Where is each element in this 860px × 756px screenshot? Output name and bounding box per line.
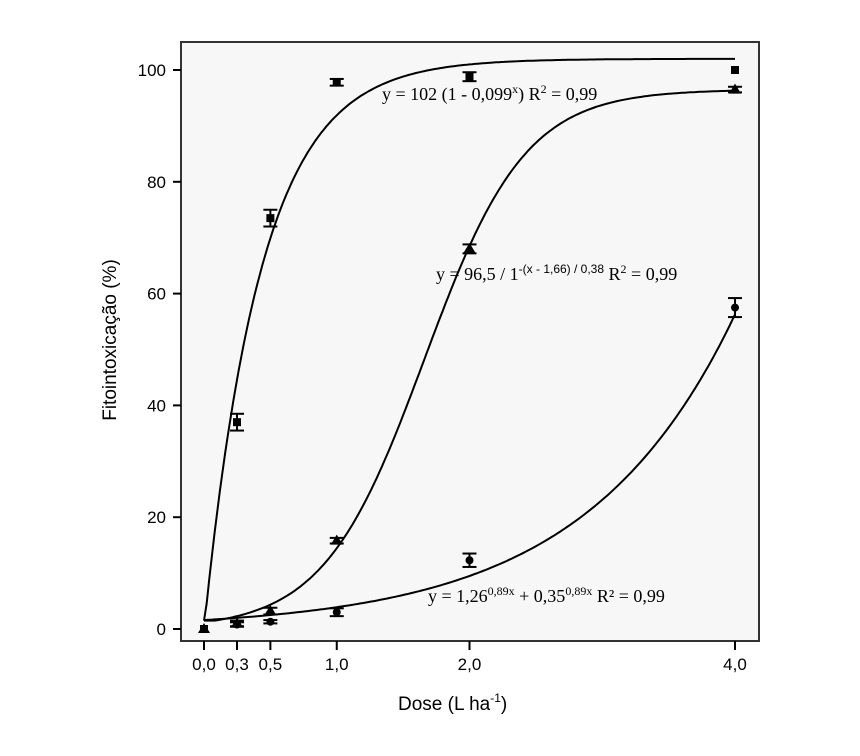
x-axis-label: Dose (L ha-1): [398, 691, 507, 715]
y-tick-label: 60: [147, 285, 166, 304]
x-tick-label: 2,0: [458, 655, 482, 674]
equation-3: y = 1,260,89x + 0,350,89x R² = 0,99: [428, 584, 665, 606]
data-point-square: [465, 72, 474, 81]
y-axis-label: Fitointoxicação (%): [100, 259, 121, 421]
y-tick-label: 0: [157, 620, 166, 639]
data-point-square: [266, 214, 275, 223]
data-point-circle: [332, 608, 341, 617]
equation-1: y = 102 (1 - 0,099x) R2 = 0,99: [382, 82, 597, 105]
data-point-circle: [266, 617, 275, 626]
fit-curve-3: [203, 314, 736, 622]
fit-curve-1: [203, 57, 735, 621]
y-tick-label: 20: [147, 508, 166, 527]
data-point-square: [332, 78, 341, 87]
y-tick-label: 40: [147, 396, 166, 415]
data-point-circle: [731, 303, 739, 312]
data-point-triangle: [264, 605, 277, 616]
x-tick-label: 0,3: [225, 655, 249, 674]
data-point-square: [233, 418, 241, 427]
y-tick-label: 80: [147, 173, 166, 192]
y-tick-label: 100: [138, 61, 166, 80]
x-tick-label: 0,0: [192, 655, 216, 674]
data-point-circle: [233, 620, 241, 629]
data-point-circle: [200, 625, 208, 633]
data-point-triangle: [463, 242, 476, 253]
plot-area: [180, 41, 760, 642]
equation-2: y = 96,5 / 1-(x - 1,66) / 0,38 R2 = 0,99: [436, 262, 677, 284]
x-tick-label: 4,0: [723, 655, 747, 674]
data-point-square: [731, 66, 739, 74]
data-point-triangle: [330, 534, 343, 545]
x-tick-label: 0,5: [259, 655, 283, 674]
x-tick-label: 1,0: [325, 655, 349, 674]
data-point-circle: [465, 556, 474, 565]
data-point-triangle: [729, 83, 741, 94]
